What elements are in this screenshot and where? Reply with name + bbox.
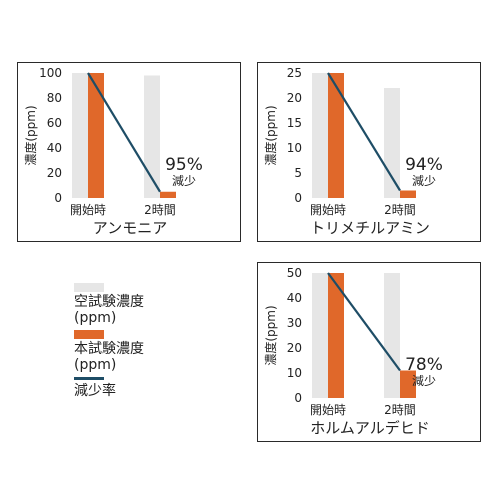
legend-item-rate: 減少率 xyxy=(74,377,234,399)
y-tick-label: 40 xyxy=(287,291,302,305)
y-tick-label: 0 xyxy=(54,191,62,205)
legend-swatch-test xyxy=(74,330,104,339)
reduction-text: 減少 xyxy=(172,173,196,188)
y-tick-label: 20 xyxy=(47,166,62,180)
legend: 空試験濃度 (ppm) 本試験濃度 (ppm) 減少率 xyxy=(74,283,234,403)
bar-blank xyxy=(384,88,400,198)
y-tick-label: 10 xyxy=(287,366,302,380)
y-tick-label: 80 xyxy=(47,91,62,105)
chart-title: トリメチルアミン xyxy=(310,219,430,237)
x-tick-label: 開始時 xyxy=(310,403,346,417)
reduction-percent: 95% xyxy=(165,155,203,175)
legend-item-test: 本試験濃度 (ppm) xyxy=(74,330,234,373)
y-axis-title: 濃度(ppm) xyxy=(263,305,278,365)
chart-panel-ammonia: 濃度(ppm) 0 20 40 60 80 100 開始時 2時間 95% 減少アンモニア xyxy=(17,62,241,242)
reduction-text: 減少 xyxy=(412,373,436,388)
bar-test xyxy=(328,273,344,398)
x-tick-label: 2時間 xyxy=(144,203,176,217)
legend-swatch-blank xyxy=(74,283,104,292)
legend-label-blank: 空試験濃度 (ppm) xyxy=(74,294,144,326)
x-tick-label: 2時間 xyxy=(384,203,416,217)
y-tick-label: 0 xyxy=(294,191,302,205)
legend-label-test: 本試験濃度 (ppm) xyxy=(74,341,144,373)
chart-title: アンモニア xyxy=(93,219,167,237)
y-tick-label: 15 xyxy=(287,116,302,130)
reduction-percent: 94% xyxy=(405,155,443,175)
y-axis-title: 濃度(ppm) xyxy=(23,105,38,165)
bar-test xyxy=(400,190,416,198)
x-tick-label: 開始時 xyxy=(70,203,106,217)
reduction-line xyxy=(327,272,401,372)
bar-test xyxy=(328,73,344,198)
reduction-line xyxy=(327,72,401,192)
bar-blank xyxy=(144,75,160,198)
chart-panel-trimethylamine: 濃度(ppm) 0 5 10 15 20 25 開始時 2時間 94% 減少トリメチルアミン xyxy=(257,62,481,242)
reduction-text: 減少 xyxy=(412,173,436,188)
y-tick-label: 20 xyxy=(287,341,302,355)
y-tick-label: 40 xyxy=(47,141,62,155)
y-tick-label: 10 xyxy=(287,141,302,155)
bar-blank xyxy=(312,73,328,198)
reduction-percent: 78% xyxy=(405,355,443,375)
legend-item-blank: 空試験濃度 (ppm) xyxy=(74,283,234,326)
chart-title: ホルムアルデヒド xyxy=(310,419,430,437)
bar-blank xyxy=(72,73,88,198)
y-tick-label: 30 xyxy=(287,316,302,330)
y-tick-label: 25 xyxy=(287,66,302,80)
y-tick-label: 60 xyxy=(47,116,62,130)
bar-test xyxy=(400,370,416,398)
legend-label-rate: 減少率 xyxy=(74,383,116,399)
y-tick-label: 5 xyxy=(294,166,302,180)
legend-line-rate xyxy=(74,377,104,380)
bar-blank xyxy=(312,273,328,398)
y-tick-label: 20 xyxy=(287,91,302,105)
y-axis-title: 濃度(ppm) xyxy=(263,105,278,165)
chart-panel-formaldehyde: 濃度(ppm) 0 10 20 30 40 50 開始時 2時間 78% 減少ホルムアルデヒド xyxy=(257,262,481,442)
y-tick-label: 0 xyxy=(294,391,302,405)
bar-blank xyxy=(384,273,400,398)
bar-test xyxy=(88,73,104,198)
y-tick-label: 100 xyxy=(39,66,62,80)
y-tick-label: 50 xyxy=(287,266,302,280)
bar-test xyxy=(160,191,176,198)
x-tick-label: 2時間 xyxy=(384,403,416,417)
reduction-line xyxy=(87,72,161,193)
x-tick-label: 開始時 xyxy=(310,203,346,217)
